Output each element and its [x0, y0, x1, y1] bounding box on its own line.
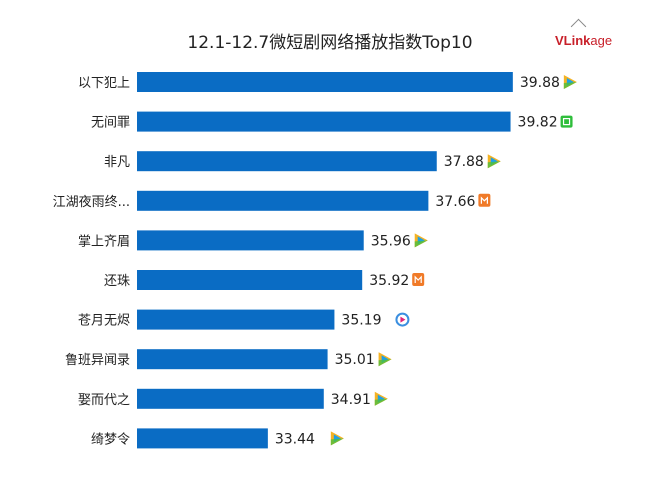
vlinkage-logo: VLinkage — [555, 18, 613, 48]
tencent-video-icon — [414, 233, 428, 248]
bar-row: 娶而代之 34.91 — [78, 388, 388, 409]
category-label: 还珠 — [104, 274, 130, 289]
bar-row: 掌上齐眉 35.96 — [78, 230, 428, 251]
value-label: 35.01 — [335, 352, 375, 368]
youku-icon — [395, 312, 410, 327]
bar-row: 以下犯上 39.88 — [78, 72, 577, 92]
logo-text-suffix: age — [590, 33, 613, 48]
category-label: 以下犯上 — [78, 76, 130, 91]
value-label: 34.91 — [331, 392, 371, 408]
category-label: 江湖夜雨终... — [53, 194, 130, 210]
category-label: 非凡 — [104, 155, 130, 170]
bar — [137, 349, 328, 370]
bar — [137, 151, 437, 172]
value-label: 39.82 — [518, 115, 558, 131]
category-label: 娶而代之 — [78, 393, 130, 408]
bar — [137, 309, 335, 330]
category-label: 无间罪 — [91, 116, 130, 131]
value-label: 37.88 — [444, 154, 484, 170]
bar — [137, 428, 268, 449]
iqiyi-icon — [560, 115, 573, 128]
bar-row: 苍月无烬 35.19 — [78, 309, 410, 330]
mango-tv-icon — [478, 193, 491, 207]
bar-row: 无间罪 39.82 — [91, 111, 573, 132]
bar — [137, 388, 324, 409]
tencent-video-icon — [374, 391, 388, 406]
category-label: 掌上齐眉 — [78, 233, 130, 249]
tencent-video-icon — [378, 352, 392, 367]
value-label: 35.92 — [369, 273, 409, 289]
bar-row: 绮梦令 33.44 — [91, 428, 344, 449]
bar — [137, 111, 511, 132]
category-label: 苍月无烬 — [78, 313, 130, 329]
value-label: 35.96 — [371, 233, 411, 249]
tencent-video-icon — [487, 154, 501, 169]
value-label: 39.88 — [520, 75, 560, 91]
logo-text: VLink — [555, 33, 591, 48]
bar — [137, 230, 364, 251]
bar-row: 非凡 37.88 — [104, 151, 501, 172]
value-label: 37.66 — [435, 194, 475, 210]
bar — [137, 190, 429, 211]
bar-row: 江湖夜雨终... 37.66 — [53, 190, 491, 211]
bar-row: 还珠 35.92 — [104, 270, 425, 290]
tencent-video-icon — [330, 431, 344, 446]
mango-tv-icon — [412, 273, 425, 286]
bar — [137, 72, 513, 92]
value-label: 35.19 — [341, 313, 381, 329]
category-label: 绮梦令 — [91, 432, 130, 447]
bar-row: 鲁班异闻录 35.01 — [65, 349, 392, 370]
bar — [137, 270, 363, 290]
value-label: 33.44 — [275, 431, 315, 447]
tencent-video-icon — [563, 75, 577, 89]
category-label: 鲁班异闻录 — [65, 353, 130, 368]
chart-title: 12.1-12.7微短剧网络播放指数Top10 — [187, 33, 473, 53]
